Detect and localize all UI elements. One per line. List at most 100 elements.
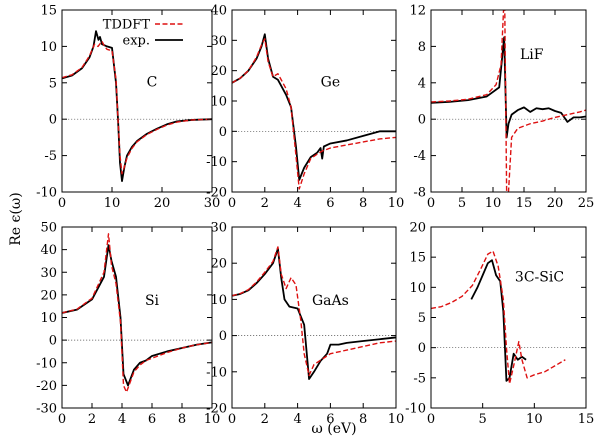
x-tick-label: 2 (261, 196, 269, 211)
y-tick-label: 12 (409, 4, 426, 19)
panel-ge: 0 2 4 6 8 10 -20 -10 0 10 20 30 40 Ge (206, 4, 404, 212)
y-tick-label: 10 (409, 281, 426, 296)
panel-frame (231, 9, 397, 193)
y-tick-label: 40 (40, 243, 57, 258)
x-tick-label: 4 (293, 412, 301, 427)
panel-frame (61, 226, 213, 409)
series-tddft-line (431, 10, 586, 192)
series-exp-line (470, 259, 527, 382)
x-tick-label: 10 (204, 412, 221, 427)
x-tick-label: 8 (359, 196, 367, 211)
x-tick-label: 2 (88, 412, 96, 427)
y-tick-label: 4 (418, 76, 426, 91)
x-tick-label: 15 (578, 412, 595, 427)
legend-label: exp. (123, 34, 150, 49)
x-tick-label: 5 (458, 196, 466, 211)
x-tick-label: 10 (526, 412, 543, 427)
panel-label: C (147, 74, 158, 90)
y-tick-label: 10 (40, 311, 57, 326)
y-tick-label: -5 (413, 371, 426, 386)
x-tick-label: 10 (388, 196, 405, 211)
panel-label: GaAs (312, 293, 349, 309)
y-tick-label: -10 (206, 365, 227, 380)
x-tick-label: 5 (479, 412, 487, 427)
panel-3c-sic: 0 5 10 15 -10 -5 0 5 10 15 20 3C-SiC (405, 221, 594, 428)
y-tick-label: 0 (219, 329, 227, 344)
series-exp-line (232, 247, 396, 380)
y-tick-label: 50 (40, 221, 57, 236)
y-tick-label: 40 (210, 4, 227, 19)
y-tick-label: -20 (206, 186, 227, 201)
panel-label: Ge (321, 74, 340, 90)
y-tick-label: 30 (210, 221, 227, 236)
y-tick-label: -20 (206, 402, 227, 417)
series-exp-line (232, 33, 396, 181)
series-tddft-line (431, 250, 566, 385)
y-tick-label: 20 (409, 221, 426, 236)
y-tick-label: -10 (206, 155, 227, 170)
y-tick-label: -8 (413, 186, 426, 201)
panel-frame (430, 226, 587, 409)
series-exp-line (62, 244, 212, 387)
x-tick-label: 0 (427, 412, 435, 427)
y-tick-label: -20 (36, 379, 57, 394)
series-exp-line (431, 36, 586, 139)
x-tick-label: 0 (58, 196, 66, 211)
panel-frame (231, 226, 397, 409)
x-tick-label: 10 (104, 196, 121, 211)
y-tick-label: -4 (413, 149, 426, 164)
x-tick-label: 15 (516, 196, 533, 211)
y-tick-label: 0 (49, 113, 57, 128)
legend-label: TDDFT (103, 18, 151, 33)
x-tick-label: 6 (326, 196, 334, 211)
y-tick-label: -10 (36, 186, 57, 201)
y-tick-label: 10 (210, 95, 227, 110)
y-tick-label: 5 (418, 311, 426, 326)
x-tick-label: 25 (578, 196, 595, 211)
x-tick-label: 30 (204, 196, 221, 211)
x-tick-label: 8 (178, 412, 186, 427)
y-tick-label: 0 (418, 341, 426, 356)
x-tick-label: 20 (547, 196, 564, 211)
series-tddft-line (62, 40, 212, 175)
x-tick-label: 8 (359, 412, 367, 427)
x-tick-label: 4 (293, 196, 301, 211)
y-tick-label: 10 (210, 293, 227, 308)
x-tick-label: 4 (118, 412, 126, 427)
x-axis-label: ω (eV) (311, 421, 356, 437)
y-tick-label: -5 (44, 149, 57, 164)
series-tddft-line (232, 246, 396, 377)
x-tick-label: 0 (228, 196, 236, 211)
panel-label: 3C-SiC (515, 269, 564, 285)
y-tick-label: 10 (40, 40, 57, 55)
y-tick-label: 30 (40, 266, 57, 281)
y-tick-label: 30 (210, 34, 227, 49)
y-axis-label: Re ϵ(ω) (8, 192, 24, 245)
x-tick-label: 0 (58, 412, 66, 427)
x-tick-label: 20 (154, 196, 171, 211)
x-tick-label: 0 (427, 196, 435, 211)
y-tick-label: 15 (40, 4, 57, 19)
x-tick-label: 6 (326, 412, 334, 427)
y-tick-label: -10 (36, 356, 57, 371)
panel-label: Si (145, 293, 160, 309)
x-tick-label: 10 (485, 196, 502, 211)
y-tick-label: -10 (405, 402, 426, 417)
series-tddft-line (62, 233, 212, 393)
panel-label: LiF (520, 47, 544, 63)
y-tick-label: 0 (219, 125, 227, 140)
x-tick-label: 10 (388, 412, 405, 427)
x-tick-label: 2 (261, 412, 269, 427)
y-tick-label: 15 (409, 251, 426, 266)
panel-frame (430, 9, 587, 193)
x-tick-label: 6 (148, 412, 156, 427)
series-exp-line (62, 30, 212, 182)
y-tick-label: -30 (36, 402, 57, 417)
panel-frame (61, 9, 213, 193)
y-tick-label: 20 (40, 288, 57, 303)
y-tick-label: 8 (418, 40, 426, 55)
panel-c: 0 10 20 30 -10 -5 0 5 10 15 C (36, 4, 220, 212)
